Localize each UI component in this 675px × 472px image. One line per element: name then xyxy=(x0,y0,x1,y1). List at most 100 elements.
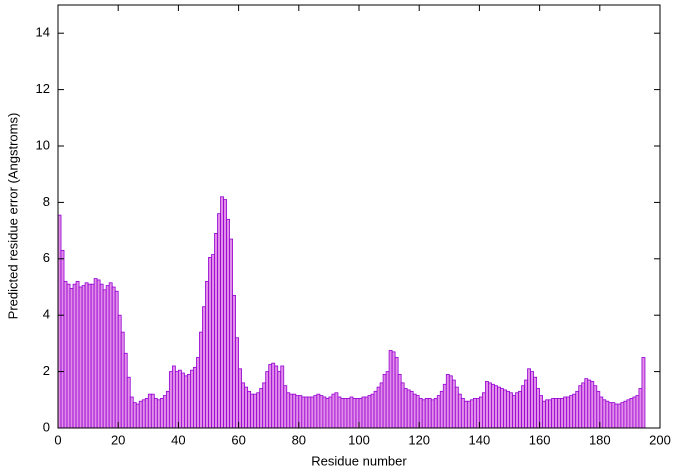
bar xyxy=(466,400,471,429)
bar xyxy=(199,331,203,429)
bar xyxy=(123,352,128,429)
bar xyxy=(232,295,236,429)
bar xyxy=(587,379,592,429)
bar xyxy=(280,365,285,429)
bar xyxy=(472,397,477,429)
bar xyxy=(184,375,188,429)
bar xyxy=(283,385,288,429)
bar xyxy=(361,396,366,429)
bar xyxy=(554,397,559,429)
y-axis-title: Predicted residue error (Angstroms) xyxy=(5,113,20,320)
bar xyxy=(181,372,185,429)
y-tick-label: 6 xyxy=(43,250,50,265)
bar xyxy=(442,383,447,429)
bar xyxy=(193,366,197,429)
bar xyxy=(572,393,577,429)
bar xyxy=(491,383,495,429)
bar xyxy=(542,400,547,429)
bar xyxy=(211,254,215,429)
bar xyxy=(506,390,510,429)
y-tick-label: 4 xyxy=(43,307,50,322)
bar xyxy=(575,390,580,429)
bar xyxy=(385,371,390,429)
bar xyxy=(238,368,243,429)
bar xyxy=(391,351,396,429)
bar xyxy=(436,395,441,429)
bar xyxy=(150,393,155,429)
bar xyxy=(226,218,230,429)
y-tick-label: 14 xyxy=(36,25,50,40)
bar xyxy=(319,395,324,429)
y-tick-label: 8 xyxy=(43,194,50,209)
bar xyxy=(463,400,468,429)
bar xyxy=(346,397,351,429)
bar xyxy=(168,371,173,429)
bar xyxy=(250,393,255,429)
bar xyxy=(560,397,565,429)
bar xyxy=(289,393,294,429)
bar xyxy=(108,282,113,429)
bar xyxy=(120,331,125,429)
bar xyxy=(117,314,122,429)
bar xyxy=(343,397,348,429)
bar xyxy=(500,388,504,429)
bar xyxy=(307,396,312,429)
bar xyxy=(409,390,414,429)
bar xyxy=(247,390,252,429)
bar xyxy=(620,402,625,429)
bar xyxy=(90,283,95,429)
bar xyxy=(78,286,83,429)
bar xyxy=(301,396,306,429)
bar xyxy=(190,369,194,429)
bar xyxy=(578,385,583,429)
plot-border xyxy=(57,4,661,429)
bar xyxy=(635,395,640,429)
bar xyxy=(96,279,101,429)
bar xyxy=(590,381,595,429)
bar xyxy=(512,395,516,429)
bar xyxy=(602,399,607,429)
bar xyxy=(205,280,209,429)
bar xyxy=(445,374,450,429)
bar xyxy=(235,337,239,429)
bar xyxy=(292,393,297,429)
x-tick-label: 40 xyxy=(171,432,185,447)
bar xyxy=(325,397,330,429)
bar xyxy=(433,397,438,429)
y-tick-label: 0 xyxy=(43,419,50,434)
bar xyxy=(581,382,586,429)
bar xyxy=(641,357,646,429)
bar xyxy=(274,365,279,429)
bar xyxy=(138,400,143,429)
bar xyxy=(557,397,562,429)
bar xyxy=(286,392,291,429)
bar xyxy=(174,371,179,429)
bar xyxy=(262,382,267,429)
bar xyxy=(584,378,589,429)
bar xyxy=(421,399,426,429)
bar xyxy=(87,283,92,429)
bar xyxy=(271,362,276,429)
bar xyxy=(629,397,634,429)
bar xyxy=(111,286,116,429)
bar xyxy=(614,403,619,429)
bar xyxy=(93,278,98,429)
bar xyxy=(171,365,176,429)
x-tick-label: 140 xyxy=(469,432,491,447)
bar xyxy=(367,395,372,429)
bar xyxy=(400,382,405,429)
bar xyxy=(214,233,218,429)
bar xyxy=(394,357,399,429)
bar xyxy=(322,396,327,429)
bar xyxy=(608,402,613,429)
bar xyxy=(196,357,200,429)
y-tick-label: 2 xyxy=(43,363,50,378)
bar xyxy=(84,282,89,429)
bar xyxy=(518,390,522,429)
bar xyxy=(494,385,498,429)
bar xyxy=(81,285,86,429)
bar xyxy=(521,385,525,429)
bar xyxy=(277,371,282,429)
bar xyxy=(623,400,628,429)
